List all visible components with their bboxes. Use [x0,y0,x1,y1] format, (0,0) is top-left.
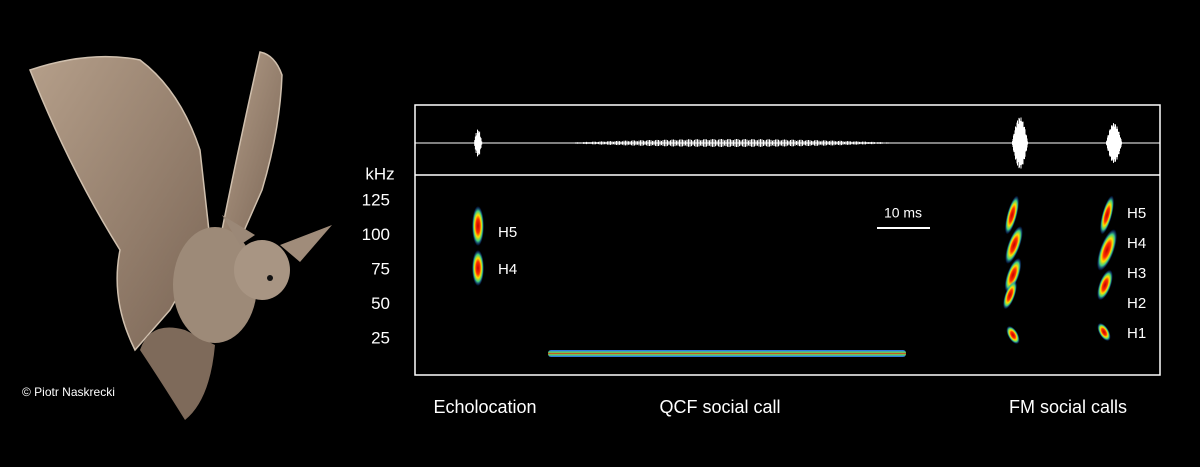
y-axis: 125 100 75 50 25 [362,190,390,347]
harmonic-label: H5 [498,224,517,241]
harmonic-label: H2 [1127,295,1146,312]
y-tick-label: 50 [371,294,390,313]
scale-bar-label: 10 ms [884,205,922,221]
harmonic-labels: H5 H4 H5 H4 H3 H2 H1 [498,205,1146,342]
call-label: QCF social call [659,397,780,417]
oscillogram [415,117,1160,169]
harmonic-label: H4 [1127,235,1146,252]
y-tick-label: 125 [362,190,390,209]
axis-unit: kHz [365,164,394,183]
harmonic-label: H4 [498,261,517,278]
harmonic-label: H3 [1127,265,1146,282]
y-tick-label: 75 [371,259,390,278]
harmonic-label: H5 [1127,205,1146,222]
call-label: Echolocation [433,397,536,417]
call-label: FM social calls [1009,397,1127,417]
y-tick-label: 100 [362,225,390,244]
y-tick-label: 25 [371,328,390,347]
waveform [474,117,1122,169]
call-labels: Echolocation QCF social call FM social cal… [433,397,1127,417]
panel-frame [414,104,1161,376]
credit: © Piotr Naskrecki [22,385,115,399]
spectrogram [472,195,1117,357]
harmonic-label: H1 [1127,325,1146,342]
bat-photo [29,51,332,420]
